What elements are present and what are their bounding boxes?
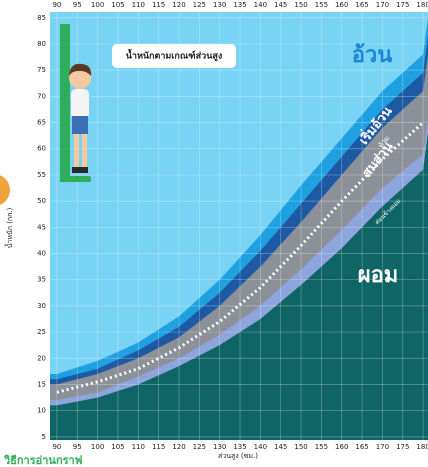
y-tick-label: 10: [37, 407, 46, 415]
x-tick-label: 165: [355, 1, 368, 9]
y-tick-label: 85: [37, 14, 46, 22]
x-tick-label: 170: [376, 1, 389, 9]
y-tick-label: 50: [37, 197, 46, 205]
x-tick-label: 90: [52, 1, 61, 9]
x-tick-label: 120: [172, 1, 185, 9]
median-line: [56, 121, 425, 394]
x-tick-label: 150: [294, 1, 307, 9]
y-tick-label: 5: [42, 433, 46, 441]
y-tick-label: 70: [37, 92, 46, 100]
plot-area: [50, 12, 428, 440]
height-pole: [60, 24, 70, 182]
x-tick-label: 110: [132, 443, 145, 451]
x-tick-label: 180: [416, 1, 428, 9]
x-tick-label: 100: [91, 1, 104, 9]
decor-circle: [0, 175, 10, 205]
x-tick-label: 120: [172, 443, 185, 451]
x-tick-label: 110: [132, 1, 145, 9]
chart-title: น้ำหนักตามเกณฑ์ส่วนสูง: [126, 49, 223, 62]
x-tick-label: 170: [376, 443, 389, 451]
x-tick-label: 100: [91, 443, 104, 451]
y-tick-label: 60: [37, 145, 46, 153]
x-tick-label: 125: [193, 1, 206, 9]
x-tick-label: 165: [355, 443, 368, 451]
y-tick-label: 45: [37, 223, 46, 231]
y-tick-label: 65: [37, 119, 46, 127]
y-tick-label: 75: [37, 66, 46, 74]
x-tick-label: 155: [315, 1, 328, 9]
x-tick-label: 130: [213, 1, 226, 9]
x-tick-label: 140: [254, 1, 267, 9]
x-tick-label: 145: [274, 443, 287, 451]
x-tick-label: 135: [233, 1, 246, 9]
child-leg: [82, 134, 87, 168]
y-tick-label: 40: [37, 250, 46, 258]
y-tick-label: 25: [37, 328, 46, 336]
x-tick-label: 145: [274, 1, 287, 9]
x-tick-label: 140: [254, 443, 267, 451]
child-head: [69, 67, 91, 89]
title-box: [112, 44, 236, 68]
zone-label: ผอม: [358, 263, 399, 288]
x-tick-label: 105: [111, 443, 124, 451]
x-tick-label: 150: [294, 443, 307, 451]
zone-area: [50, 133, 428, 440]
x-axis-label: ส่วนสูง (ซม.): [218, 452, 258, 460]
y-tick-label: 80: [37, 40, 46, 48]
x-tick-label: 105: [111, 1, 124, 9]
x-tick-label: 115: [152, 1, 165, 9]
y-tick-label: 30: [37, 302, 46, 310]
child-hair: [69, 63, 92, 76]
x-tick-label: 160: [335, 1, 348, 9]
x-tick-label: 130: [213, 443, 226, 451]
child-shorts: [72, 116, 88, 134]
y-tick-label: 15: [37, 380, 46, 388]
x-tick-label: 180: [416, 443, 428, 451]
x-tick-label: 95: [73, 443, 82, 451]
x-tick-label: 115: [152, 443, 165, 451]
y-tick-label: 20: [37, 354, 46, 362]
x-tick-label: 125: [193, 443, 206, 451]
child-leg: [74, 134, 79, 168]
x-tick-label: 175: [396, 443, 409, 451]
y-axis-label: น้ำหนัก (กก.): [3, 207, 14, 248]
x-tick-label: 135: [233, 443, 246, 451]
footer-text: วิธีการอ่านกราฟ: [3, 454, 83, 467]
x-tick-label: 90: [52, 443, 61, 451]
x-tick-label: 175: [396, 1, 409, 9]
child-shirt: [71, 89, 89, 119]
scale: [67, 176, 91, 182]
x-tick-label: 155: [315, 443, 328, 451]
x-tick-label: 95: [73, 1, 82, 9]
child-shoes: [72, 167, 88, 173]
zone-label: อ้วน: [352, 43, 393, 68]
y-tick-label: 55: [37, 171, 46, 179]
x-tick-label: 160: [335, 443, 348, 451]
y-tick-label: 35: [37, 276, 46, 284]
